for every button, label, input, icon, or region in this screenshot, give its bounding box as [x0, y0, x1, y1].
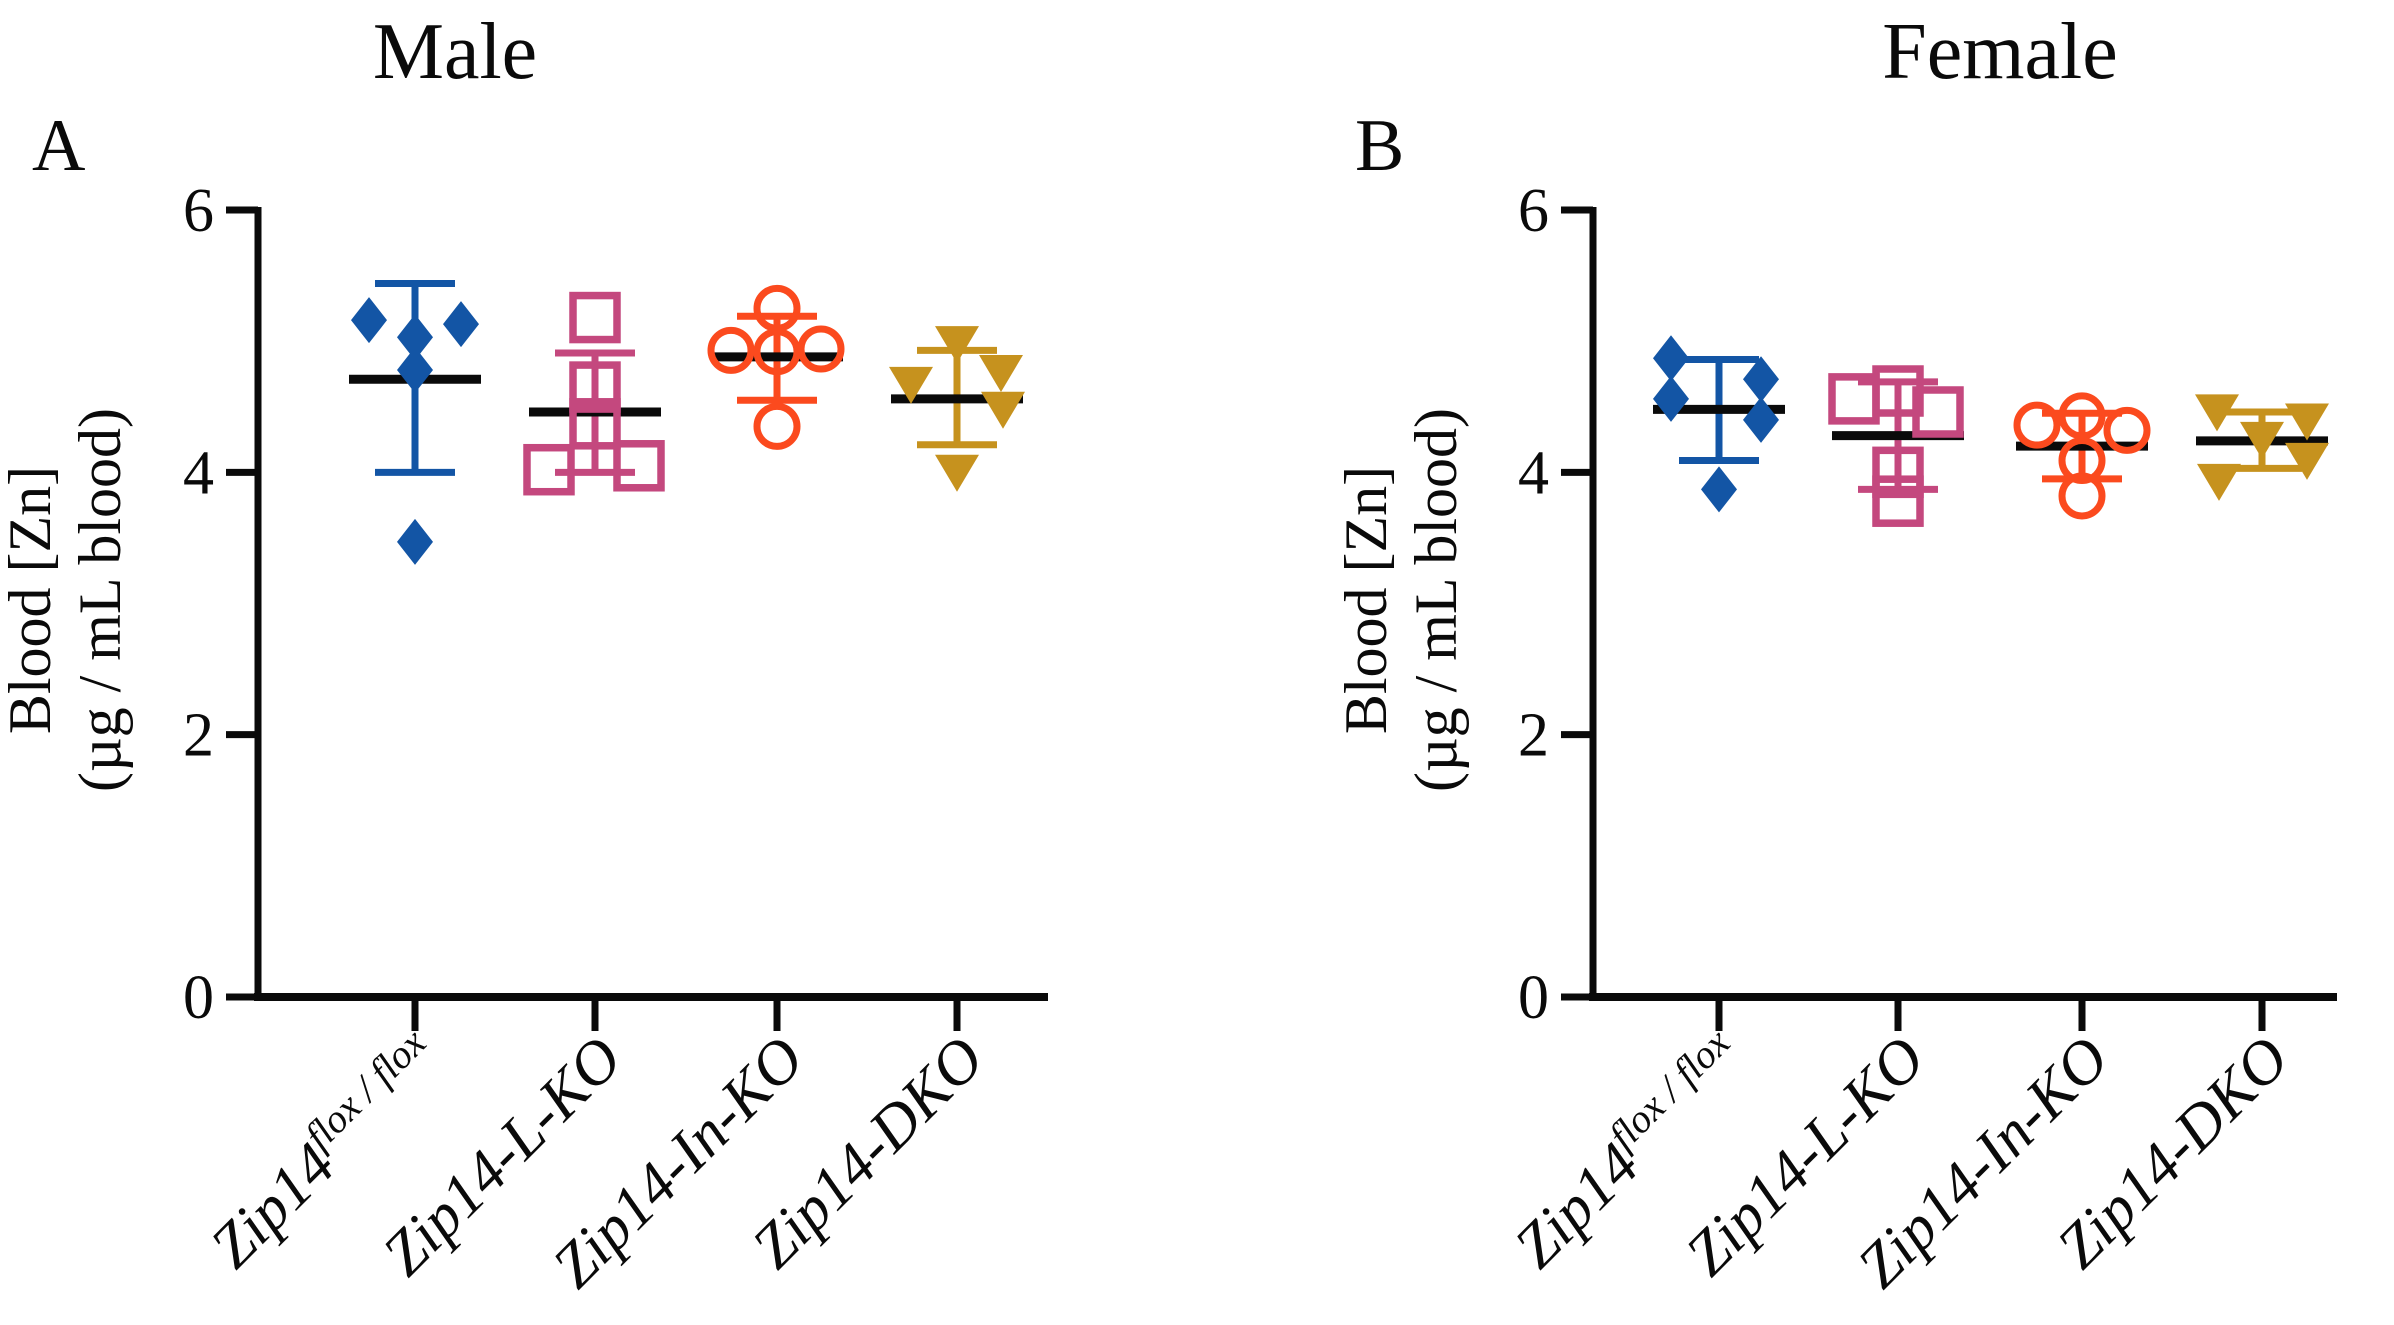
data-point-square-icon [569, 398, 621, 450]
data-point-square-icon [523, 443, 575, 496]
y-tick-label: 0 [183, 964, 214, 1032]
data-point-circle-icon [2058, 437, 2106, 485]
group-Zip14-In-KO: Zip14-In-KO [1845, 392, 2151, 1301]
panel-B: Female B Blood [Zn] (µg / mL blood) 6 4 2 0 Zip1… [1333, 8, 2337, 1301]
y-tick-label: 6 [1518, 177, 1549, 245]
data-point-triangle-icon [889, 366, 933, 404]
y-tick-label: 4 [183, 439, 214, 507]
data-point-triangle-icon [2197, 463, 2241, 501]
data-point-triangle-icon [2240, 421, 2284, 459]
data-point-diamond-icon [443, 301, 479, 348]
data-point-square-icon [569, 361, 621, 413]
data-point-diamond-icon [1653, 335, 1689, 382]
y-tick-label: 2 [183, 702, 214, 770]
y-axis-label-line2: (µg / mL blood) [1403, 408, 1469, 792]
data-point-triangle-icon [935, 326, 979, 364]
data-point-square-icon [569, 291, 621, 344]
panel-A: Male A Blood [Zn] (µg / mL blood) 6 4 2 0Zip14f… [0, 8, 1048, 1301]
y-axis-label-line2: (µg / mL blood) [67, 408, 133, 792]
y-tick-label: 4 [1518, 439, 1549, 507]
data-point-circle-icon [2013, 401, 2061, 449]
data-point-square-icon [1912, 386, 1964, 438]
y-axis-label-line1: Blood [Zn] [0, 466, 63, 734]
data-point-circle-icon [707, 326, 755, 374]
data-point-triangle-icon [2195, 394, 2239, 432]
data-point-diamond-icon [1701, 466, 1737, 513]
data-point-diamond-icon [397, 518, 433, 565]
panel-letter: A [32, 105, 85, 187]
data-point-diamond-icon [397, 314, 433, 361]
y-axis-label-line1: Blood [Zn] [1333, 466, 1399, 734]
data-point-triangle-icon [981, 391, 1025, 429]
data-point-square-icon [1872, 475, 1924, 527]
panel-title: Male [373, 8, 537, 96]
data-point-diamond-icon [1743, 396, 1779, 443]
data-point-diamond-icon [1653, 375, 1689, 422]
group-Zip14: Zip14flox / flox [198, 279, 481, 1281]
data-point-square-icon [1872, 446, 1924, 499]
group-Zip14-In-KO: Zip14-In-KO [540, 284, 845, 1301]
data-point-diamond-icon [351, 297, 387, 344]
data-point-circle-icon [2058, 472, 2106, 520]
data-point-triangle-icon [2285, 442, 2329, 480]
data-point-square-icon [613, 440, 665, 492]
data-point-triangle-icon [2285, 403, 2329, 441]
data-point-circle-icon [753, 402, 801, 450]
data-point-diamond-icon [1743, 356, 1779, 403]
data-point-circle-icon [797, 325, 845, 373]
y-tick-label: 0 [1518, 964, 1549, 1032]
data-point-triangle-icon [935, 454, 979, 492]
y-tick-label: 6 [183, 177, 214, 245]
group-Zip14-DKO: Zip14-DKO [2044, 394, 2329, 1281]
group-Zip14-DKO: Zip14-DKO [739, 326, 1025, 1281]
data-point-square-icon [1828, 373, 1880, 425]
y-tick-label: 2 [1518, 702, 1549, 770]
data-point-circle-icon [753, 328, 801, 376]
data-point-circle-icon [2058, 392, 2106, 440]
data-point-diamond-icon [397, 347, 433, 394]
data-point-circle-icon [2103, 406, 2151, 454]
panel-title: Female [1882, 8, 2117, 96]
data-point-triangle-icon [979, 355, 1023, 393]
panel-letter: B [1355, 105, 1404, 187]
